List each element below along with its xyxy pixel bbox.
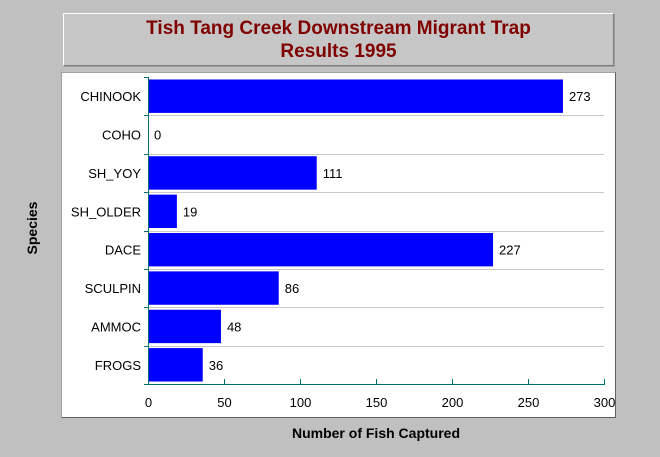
value-label: 36 [209,358,223,373]
category-label: CHINOOK [80,89,141,104]
value-label: 19 [183,204,197,219]
value-label: 48 [227,319,241,334]
y-axis-title: Species [24,201,40,255]
value-label: 0 [154,128,161,143]
bar-frogs [148,348,203,382]
category-label: AMMOC [91,319,141,334]
x-tick-label: 300 [594,395,616,410]
chart-title-box: Tish Tang Creek Downstream Migrant Trap … [63,13,614,66]
x-tick-label: 50 [217,395,231,410]
x-tick-label: 150 [366,395,388,410]
bar-sh_yoy [148,156,317,190]
bar-sculpin [148,271,279,305]
category-label: FROGS [95,358,142,373]
x-tick-label: 0 [145,395,152,410]
category-label: COHO [102,128,141,143]
category-label: SH_OLDER [71,204,141,219]
value-label: 227 [499,243,521,258]
value-label: 86 [285,281,299,296]
x-tick-label: 100 [290,395,312,410]
x-tick-label: 250 [518,395,540,410]
category-label: SCULPIN [85,281,141,296]
bar-chinook [148,79,563,113]
value-label: 273 [569,89,591,104]
bar-ammoc [148,309,221,344]
category-label: SH_YOY [88,166,141,181]
value-label: 111 [323,166,343,181]
bar-sh_older [148,194,177,229]
bar-dace [148,232,494,267]
chart-title-line1: Tish Tang Creek Downstream Migrant Trap [146,18,531,39]
x-axis-title: Number of Fish Captured [291,425,460,441]
x-tick-label: 200 [442,395,464,410]
category-label: DACE [105,243,141,258]
chart-title-line2: Results 1995 [280,41,397,62]
